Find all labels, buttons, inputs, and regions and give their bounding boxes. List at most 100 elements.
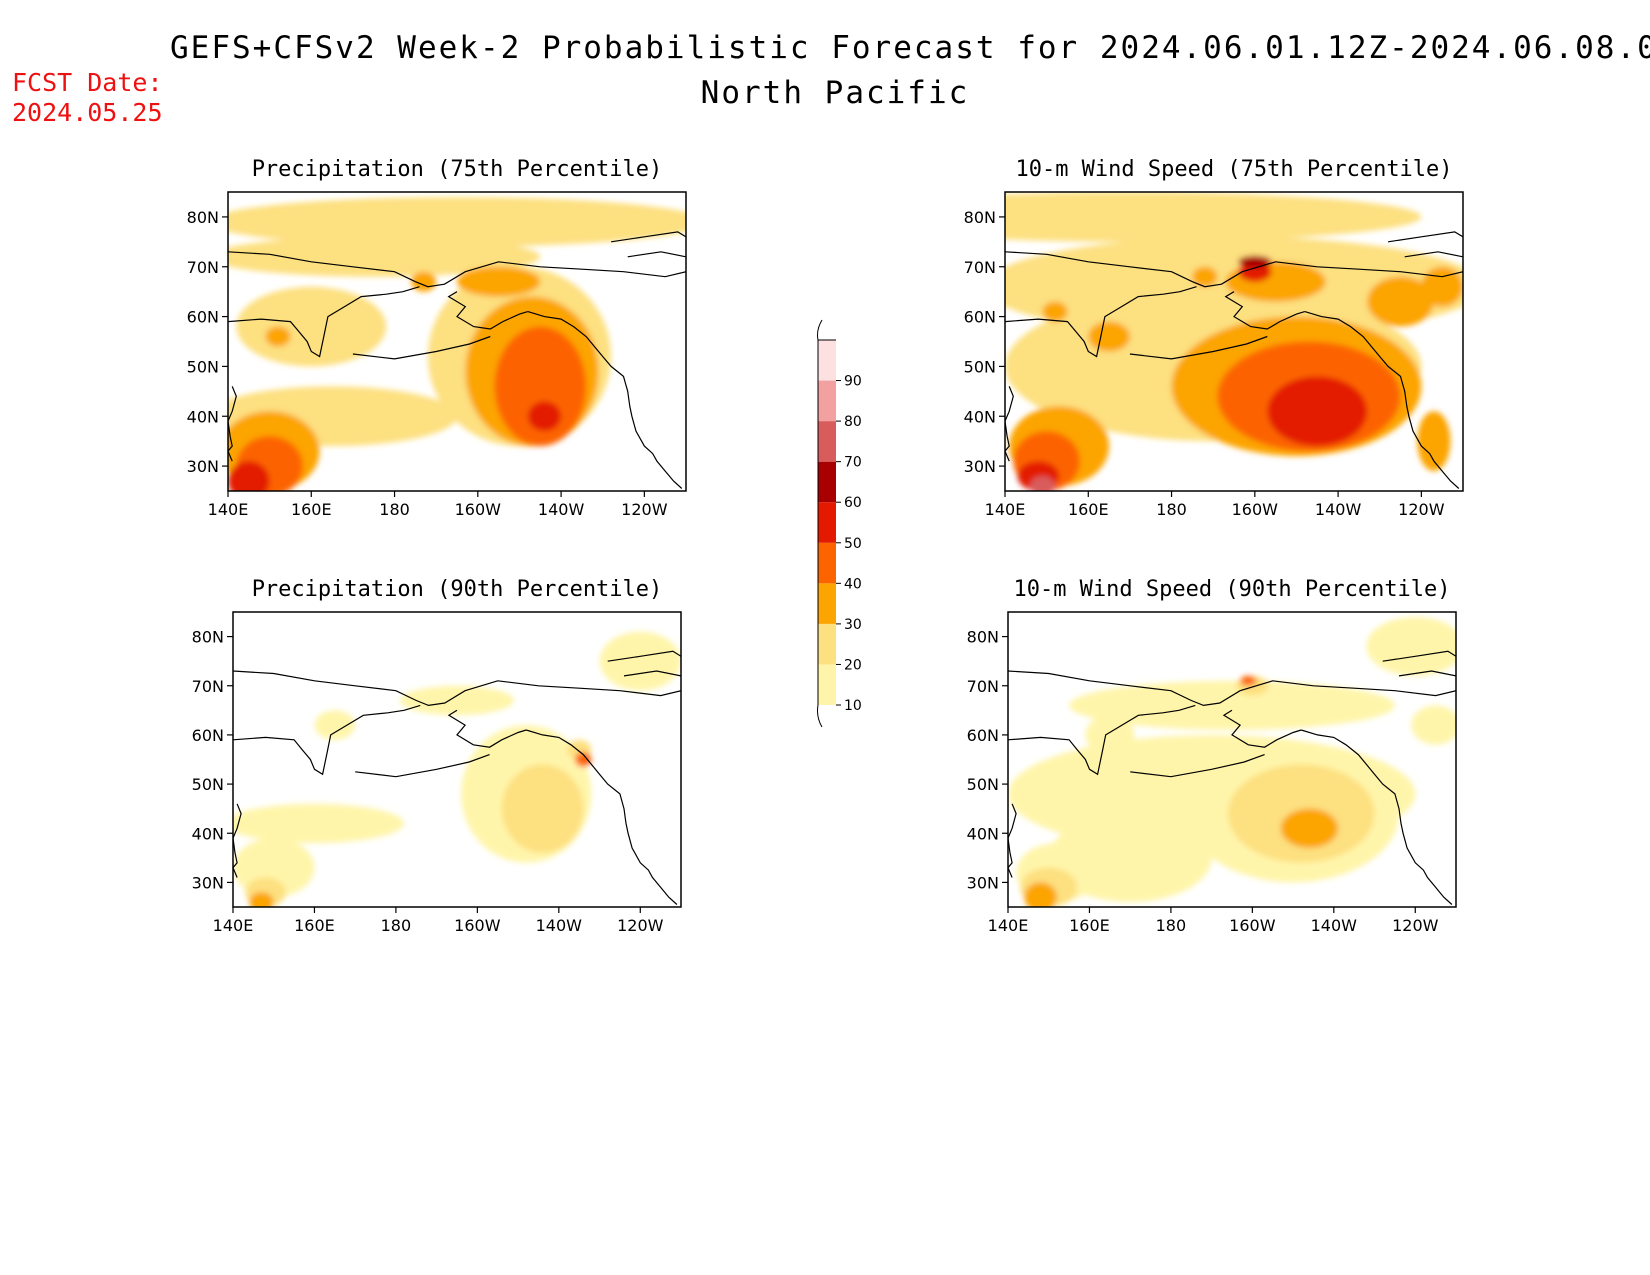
probability-contour bbox=[1088, 321, 1130, 352]
panel-title: 10-m Wind Speed (75th Percentile) bbox=[1015, 157, 1452, 182]
lat-tick-label: 70N bbox=[967, 677, 999, 696]
lon-tick-label: 180 bbox=[381, 916, 412, 935]
colorbar-tick-label: 10 bbox=[844, 698, 862, 714]
colorbar-tick-label: 50 bbox=[844, 536, 862, 552]
probability-contour bbox=[1069, 680, 1395, 731]
lon-tick-label: 140W bbox=[538, 500, 585, 519]
lat-tick-label: 50N bbox=[187, 357, 219, 376]
probability-contour bbox=[575, 752, 592, 767]
lon-tick-label: 160E bbox=[1068, 500, 1109, 519]
lon-tick-label: 160W bbox=[1229, 916, 1276, 935]
map-panel-3: Precipitation (90th Percentile) 140E 160E 1… bbox=[192, 577, 682, 935]
probability-contour bbox=[399, 685, 515, 716]
lat-tick-label: 60N bbox=[187, 308, 219, 327]
map-panel-1: Precipitation (75th Percentile) 140E 160E 1… bbox=[187, 157, 687, 519]
main-title: GEFS+CFSv2 Week-2 Probabilistic Forecast… bbox=[170, 30, 1650, 66]
fcst-date-label: FCST Date: bbox=[12, 68, 163, 97]
coastline bbox=[228, 231, 686, 489]
lon-tick-label: 140W bbox=[536, 916, 583, 935]
probability-contour bbox=[1085, 715, 1135, 755]
coastline bbox=[1005, 231, 1463, 489]
probability-field bbox=[233, 612, 681, 907]
probability-contour bbox=[1411, 705, 1456, 745]
probability-contour bbox=[1280, 808, 1338, 848]
lon-tick-label: 160E bbox=[291, 500, 332, 519]
lon-tick-label: 160W bbox=[455, 500, 502, 519]
lon-tick-label: 140E bbox=[208, 500, 249, 519]
probability-contour bbox=[599, 631, 681, 691]
lon-tick-label: 140W bbox=[1315, 500, 1362, 519]
lat-tick-label: 50N bbox=[192, 775, 224, 794]
colorbar-legend: 10 20 30 40 50 60 70 80 90 bbox=[817, 319, 862, 728]
colorbar-swatch bbox=[818, 502, 836, 543]
probability-contour bbox=[233, 803, 405, 844]
lon-tick-label: 160E bbox=[294, 916, 335, 935]
lat-tick-label: 30N bbox=[187, 457, 219, 476]
region-subtitle: North Pacific bbox=[700, 75, 970, 111]
probability-field bbox=[1008, 612, 1456, 907]
panel-title: 10-m Wind Speed (90th Percentile) bbox=[1013, 577, 1450, 602]
probability-contour bbox=[228, 196, 686, 247]
lat-tick-label: 40N bbox=[187, 407, 219, 426]
colorbar-swatch bbox=[818, 623, 836, 665]
probability-contour bbox=[1029, 476, 1055, 491]
probability-contour bbox=[457, 266, 541, 297]
lat-tick-label: 30N bbox=[967, 873, 999, 892]
lat-tick-label: 40N bbox=[967, 824, 999, 843]
probability-contour bbox=[265, 326, 291, 347]
lat-tick-label: 70N bbox=[192, 677, 224, 696]
lon-tick-label: 160E bbox=[1069, 916, 1110, 935]
probability-contour bbox=[544, 341, 578, 372]
lon-tick-label: 140E bbox=[988, 916, 1029, 935]
probability-contour bbox=[228, 236, 541, 277]
probability-contour bbox=[236, 286, 387, 367]
lat-tick-label: 40N bbox=[192, 824, 224, 843]
colorbar-tick-label: 30 bbox=[844, 617, 862, 633]
lat-tick-label: 30N bbox=[964, 457, 996, 476]
colorbar-tick-label: 40 bbox=[844, 576, 862, 592]
colorbar-swatch bbox=[818, 664, 836, 705]
lon-tick-label: 140W bbox=[1311, 916, 1358, 935]
panel-title: Precipitation (90th Percentile) bbox=[252, 577, 663, 602]
probability-contour bbox=[249, 892, 274, 907]
coastline bbox=[1008, 650, 1456, 905]
lon-tick-label: 160W bbox=[454, 916, 501, 935]
colorbar-swatch bbox=[818, 340, 836, 381]
colorbar-tick-label: 70 bbox=[844, 455, 862, 471]
fcst-date-value: 2024.05.25 bbox=[12, 98, 163, 127]
lon-tick-label: 120W bbox=[617, 916, 664, 935]
probability-contour bbox=[1267, 376, 1368, 447]
map-frame bbox=[1004, 191, 1464, 492]
map-panel-2: 10-m Wind Speed (75th Percentile) 140E 160… bbox=[964, 157, 1464, 519]
lat-tick-label: 60N bbox=[964, 308, 996, 327]
probability-contour bbox=[1417, 411, 1451, 472]
probability-contour bbox=[501, 764, 584, 853]
lon-tick-label: 180 bbox=[379, 500, 410, 519]
lon-tick-label: 140E bbox=[985, 500, 1026, 519]
colorbar-swatch bbox=[818, 380, 836, 422]
lon-tick-label: 180 bbox=[1156, 916, 1187, 935]
probability-field bbox=[1005, 192, 1463, 491]
map-panel-4: 10-m Wind Speed (90th Percentile) 140E 160… bbox=[967, 577, 1457, 935]
colorbar-swatch bbox=[818, 421, 836, 462]
panel-title: Precipitation (75th Percentile) bbox=[252, 157, 663, 182]
colorbar-tick-label: 60 bbox=[844, 495, 862, 511]
lat-tick-label: 30N bbox=[192, 873, 224, 892]
colorbar-swatch bbox=[818, 542, 836, 584]
colorbar-swatch bbox=[818, 461, 836, 503]
probability-contour bbox=[1024, 882, 1057, 907]
lon-tick-label: 120W bbox=[1392, 916, 1439, 935]
map-frame bbox=[227, 191, 687, 492]
colorbar-swatch bbox=[818, 583, 836, 624]
lat-tick-label: 60N bbox=[967, 726, 999, 745]
colorbar-tick-label: 20 bbox=[844, 657, 862, 673]
map-frame bbox=[232, 611, 682, 908]
probability-field bbox=[228, 192, 686, 491]
lon-tick-label: 180 bbox=[1156, 500, 1187, 519]
colorbar-tick-label: 90 bbox=[844, 374, 862, 390]
probability-contour bbox=[314, 710, 356, 740]
probability-contour bbox=[1240, 675, 1257, 686]
lat-tick-label: 70N bbox=[964, 258, 996, 277]
probability-contour bbox=[1005, 192, 1422, 242]
probability-contour bbox=[1192, 266, 1218, 287]
